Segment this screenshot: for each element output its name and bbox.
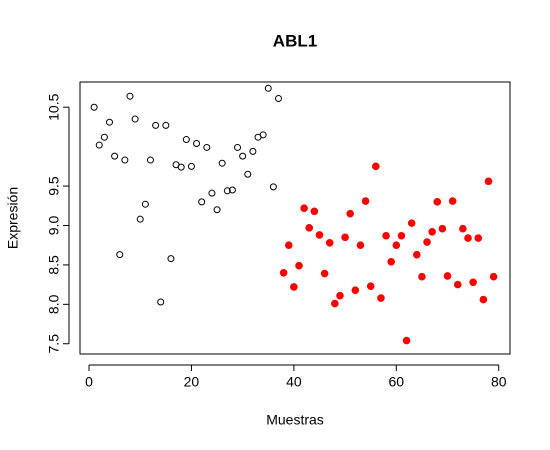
point — [346, 209, 355, 218]
point — [479, 295, 488, 304]
point — [223, 187, 231, 195]
point — [474, 234, 483, 242]
x-tick-label: 20 — [184, 374, 200, 390]
point — [392, 241, 401, 249]
point — [341, 233, 349, 242]
point — [320, 269, 329, 278]
point — [459, 224, 467, 233]
point — [377, 294, 385, 302]
point — [336, 291, 344, 300]
point — [361, 197, 370, 205]
point — [438, 224, 447, 233]
point — [484, 177, 493, 186]
y-tick-label: 7.5 — [46, 334, 62, 354]
point — [305, 224, 314, 232]
point — [146, 156, 154, 164]
point — [372, 162, 380, 171]
point — [290, 283, 298, 291]
point — [295, 261, 303, 270]
point — [433, 198, 442, 206]
point — [489, 272, 498, 281]
point — [423, 238, 431, 246]
point — [234, 143, 242, 151]
x-tick-label: 0 — [85, 374, 93, 390]
point — [418, 272, 426, 281]
point — [187, 162, 195, 170]
point — [275, 95, 283, 103]
point — [177, 163, 185, 171]
point — [208, 189, 216, 197]
point — [105, 118, 113, 126]
point — [162, 121, 170, 129]
point — [397, 231, 406, 240]
point — [111, 152, 119, 160]
point — [387, 257, 395, 266]
point — [126, 92, 134, 100]
point — [331, 299, 339, 308]
point — [412, 250, 421, 259]
point — [264, 84, 272, 92]
point — [182, 136, 190, 144]
point — [116, 251, 124, 259]
y-tick-label: 9.0 — [46, 216, 62, 236]
point — [366, 282, 375, 290]
point — [203, 143, 211, 151]
y-tick-label: 8.0 — [46, 294, 62, 314]
point — [157, 298, 165, 306]
point — [239, 152, 247, 160]
point — [453, 280, 462, 289]
y-tick-label: 9.5 — [46, 176, 62, 196]
point — [167, 255, 175, 263]
chart-title: ABL1 — [273, 31, 317, 50]
point — [356, 241, 365, 249]
point — [131, 115, 139, 123]
point — [244, 170, 252, 178]
point — [121, 156, 129, 164]
point — [269, 183, 277, 191]
point — [284, 241, 293, 249]
x-tick-label: 60 — [389, 374, 405, 390]
point — [407, 219, 416, 227]
point — [310, 207, 319, 216]
x-tick-label: 80 — [491, 374, 507, 390]
point — [464, 234, 472, 242]
x-tick-label: 40 — [286, 374, 302, 390]
point — [152, 121, 160, 129]
point — [402, 336, 411, 345]
point — [382, 231, 390, 240]
point — [100, 133, 108, 141]
point — [448, 197, 457, 205]
point — [213, 206, 221, 214]
point — [469, 278, 477, 287]
point — [249, 147, 257, 155]
point — [315, 231, 324, 239]
point — [218, 159, 226, 167]
point — [443, 272, 452, 280]
point — [90, 103, 98, 111]
plot-box — [79, 81, 511, 355]
point — [228, 186, 236, 194]
y-tick-label: 8.5 — [46, 255, 62, 275]
point — [198, 198, 206, 206]
point — [300, 204, 308, 212]
point — [259, 131, 267, 139]
point — [136, 215, 144, 223]
point — [193, 139, 201, 147]
point — [428, 227, 436, 236]
y-axis-label: Expresión — [5, 187, 21, 249]
point — [279, 268, 288, 277]
point — [325, 239, 334, 247]
y-tick-label: 10.5 — [46, 93, 62, 120]
x-axis-label: Muestras — [266, 412, 324, 428]
point — [141, 200, 149, 208]
point — [95, 141, 103, 149]
point — [351, 286, 360, 294]
